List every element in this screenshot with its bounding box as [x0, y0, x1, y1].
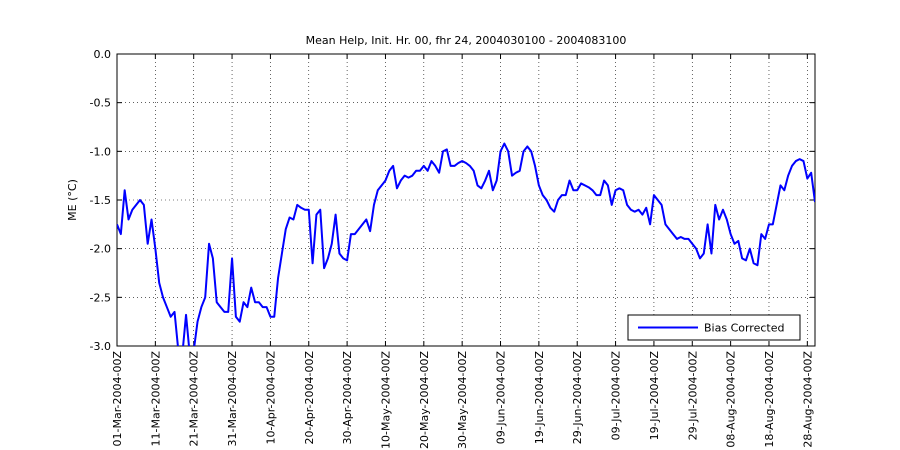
x-tick-label: 19-Jul-2004-00Z: [648, 351, 661, 441]
y-tick-label: -3.0: [90, 340, 111, 353]
y-tick-label: -0.5: [90, 97, 111, 110]
data-line: [117, 142, 815, 346]
y-tick-label: -2.5: [90, 291, 111, 304]
x-tick-label: 09-Jun-2004-00Z: [495, 351, 508, 445]
y-tick-label: -2.0: [90, 243, 111, 256]
x-tick-label: 08-Aug-2004-00Z: [725, 351, 738, 448]
x-tick-label: 01-Mar-2004-00Z: [111, 351, 124, 447]
x-tick-label: 18-Aug-2004-00Z: [763, 351, 776, 448]
y-tick-label: -1.5: [90, 194, 111, 207]
legend-label: Bias Corrected: [704, 322, 784, 335]
x-tick-label: 09-Jul-2004-00Z: [610, 351, 623, 441]
y-tick-label: -1.0: [90, 145, 111, 158]
x-tick-label: 29-Jul-2004-00Z: [686, 351, 699, 441]
y-axis-label: ME (°C): [66, 179, 79, 221]
x-tick-label: 10-Apr-2004-00Z: [264, 351, 277, 445]
x-tick-label: 21-Mar-2004-00Z: [188, 351, 201, 447]
x-tick-label: 11-Mar-2004-00Z: [149, 351, 162, 447]
plot-area: [117, 142, 815, 346]
x-tick-label: 30-May-2004-00Z: [456, 351, 469, 449]
x-tick-label: 28-Aug-2004-00Z: [801, 351, 814, 448]
x-tick-label: 20-Apr-2004-00Z: [303, 351, 316, 445]
x-tick-label: 31-Mar-2004-00Z: [226, 351, 239, 447]
chart-title: Mean Help, Init. Hr. 00, fhr 24, 2004030…: [306, 34, 627, 47]
x-tick-label: 30-Apr-2004-00Z: [341, 351, 354, 445]
x-tick-label: 10-May-2004-00Z: [379, 351, 392, 449]
x-tick-label: 19-Jun-2004-00Z: [533, 351, 546, 445]
x-tick-label: 20-May-2004-00Z: [418, 351, 431, 449]
y-tick-label: 0.0: [94, 48, 112, 61]
x-tick-label: 29-Jun-2004-00Z: [571, 351, 584, 445]
